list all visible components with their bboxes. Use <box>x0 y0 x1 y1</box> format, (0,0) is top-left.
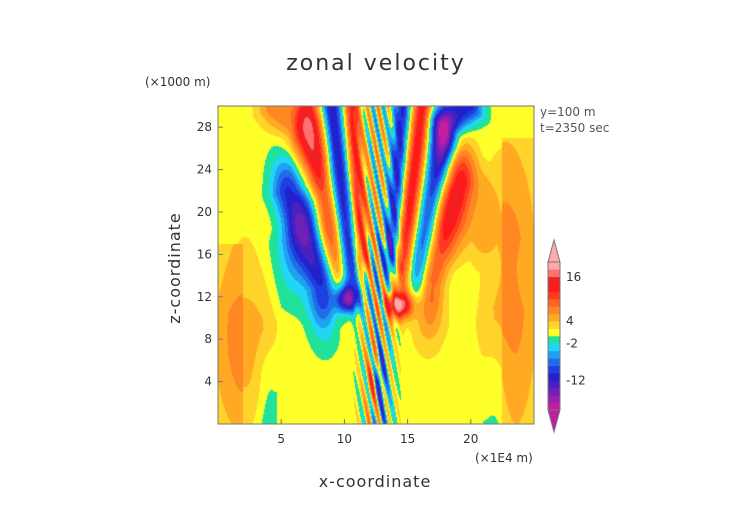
x-tick-label: 15 <box>400 432 415 446</box>
colorbar-swatch <box>548 269 560 278</box>
y-tick-label: 16 <box>197 247 212 261</box>
heatmap-canvas-wrapper <box>218 106 534 424</box>
annotation-time: t=2350 sec <box>540 121 609 135</box>
y-tick-label: 12 <box>197 290 212 304</box>
annotation-y: y=100 m <box>540 105 596 119</box>
y-axis-unit: (×1000 m) <box>145 75 210 89</box>
x-tick-label: 5 <box>277 432 285 446</box>
x-axis-unit: (×1E4 m) <box>475 451 533 465</box>
colorbar-swatch <box>548 336 560 344</box>
colorbar-tick-label: -12 <box>566 373 586 387</box>
colorbar-tick-label: -2 <box>566 336 578 350</box>
y-axis-label: z-coordinate <box>165 212 184 324</box>
y-tick-label: 8 <box>204 332 212 346</box>
colorbar-swatch <box>548 262 560 270</box>
y-axis-ticks: 4 8 12 16 20 24 28 <box>197 120 223 389</box>
colorbar-tick-label: 16 <box>566 270 581 284</box>
colorbar-swatch <box>548 380 560 389</box>
colorbar: 16 4 -2 -12 <box>547 238 586 434</box>
colorbar-frame <box>547 261 561 411</box>
colorbar-swatch <box>548 328 560 337</box>
colorbar-swatch <box>548 284 560 292</box>
y-tick-label: 4 <box>204 375 212 389</box>
colorbar-extend-max-arrow <box>547 238 561 263</box>
colorbar-swatch <box>548 387 560 396</box>
y-tick-label: 24 <box>197 163 212 177</box>
colorbar-swatch <box>548 276 560 285</box>
colorbar-swatch <box>548 313 560 322</box>
colorbar-swatch <box>548 306 560 315</box>
colorbar-swatch <box>548 395 560 403</box>
colorbar-swatch <box>548 402 560 411</box>
colorbar-swatch <box>548 358 560 366</box>
colorbar-swatch <box>548 299 560 307</box>
colorbar-swatch <box>548 343 560 352</box>
colorbar-swatch <box>548 291 560 300</box>
colorbar-tick-label: 4 <box>566 314 574 328</box>
x-tick-label: 20 <box>463 432 478 446</box>
colorbar-swatch <box>548 373 560 381</box>
y-tick-label: 28 <box>197 120 212 134</box>
x-axis-label: x-coordinate <box>319 472 432 491</box>
colorbar-swatch <box>548 365 560 374</box>
x-axis-ticks: 5 10 15 20 <box>277 419 478 446</box>
colorbar-swatch <box>548 321 560 329</box>
x-tick-label: 10 <box>337 432 352 446</box>
colorbar-swatch <box>548 350 560 359</box>
heatmap-plot-area <box>217 105 535 425</box>
heatmap-canvas <box>218 106 534 424</box>
y-tick-label: 20 <box>197 205 212 219</box>
chart-title: zonal velocity <box>286 51 466 76</box>
colorbar-extend-min-arrow <box>547 409 561 434</box>
plot-frame <box>217 105 535 425</box>
